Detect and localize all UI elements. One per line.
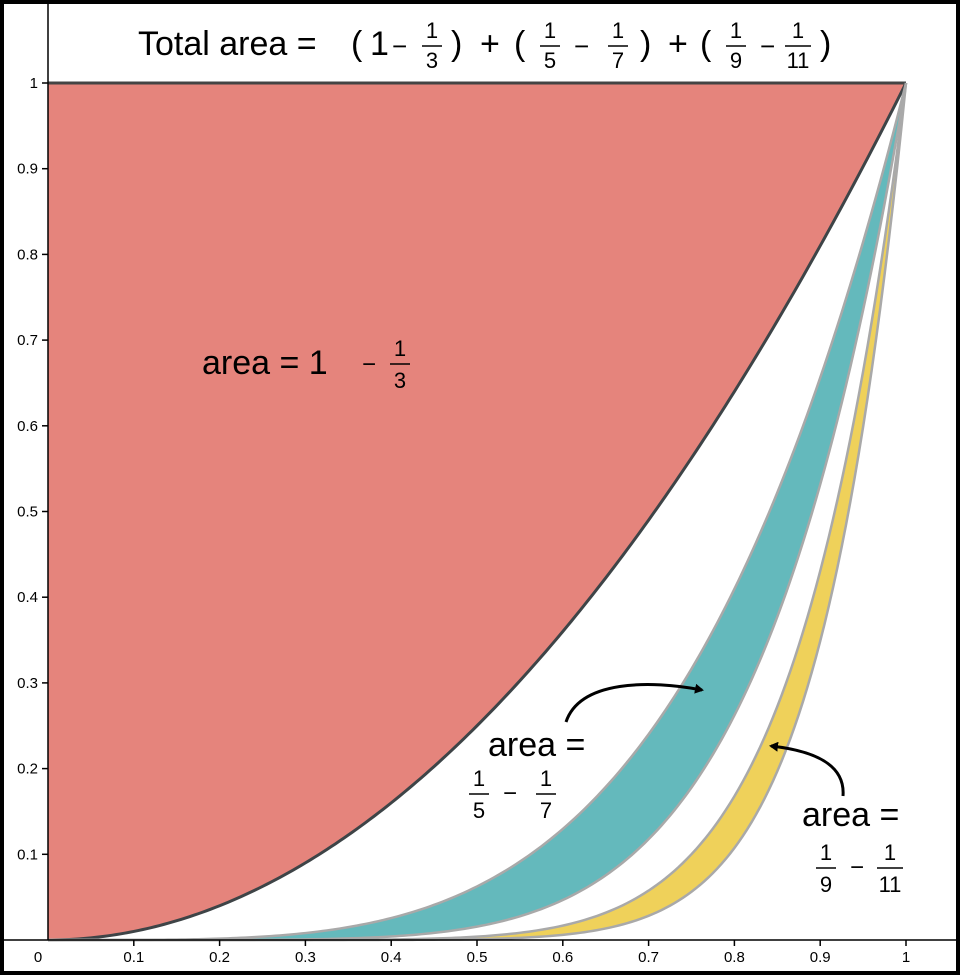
y-ticks: 0.1 0.2 0.3 0.4 0.5 0.6 0.7 0.8 0.9 1 bbox=[17, 75, 48, 863]
y-tick-label: 0.9 bbox=[17, 161, 38, 178]
x-tick-label: 0.4 bbox=[381, 949, 402, 966]
title-open-paren: ( bbox=[514, 25, 526, 63]
red-area-minus: − bbox=[362, 351, 376, 378]
x-tick-label: 0.9 bbox=[810, 949, 831, 966]
yellow-area-numerator: 1 bbox=[884, 840, 896, 865]
x-tick-label: 0.2 bbox=[209, 949, 230, 966]
title-fraction-numerator: 1 bbox=[792, 18, 804, 43]
yellow-area-numerator: 1 bbox=[820, 840, 832, 865]
y-tick-label: 0.6 bbox=[17, 418, 38, 435]
y-tick-label: 0.2 bbox=[17, 761, 38, 778]
region-2 bbox=[48, 83, 906, 940]
chart-title: Total area = ( 1 − 1 3 ) + ( 1 5 − 1 7 )… bbox=[138, 18, 831, 73]
y-tick-label: 0.3 bbox=[17, 675, 38, 692]
origin-label: 0 bbox=[34, 949, 42, 966]
title-open-paren: ( bbox=[700, 25, 712, 63]
regions bbox=[48, 81, 906, 940]
y-tick-label: 1 bbox=[30, 75, 38, 92]
title-plus: + bbox=[480, 25, 500, 63]
x-tick-label: 0.5 bbox=[467, 949, 488, 966]
title-open-paren: ( bbox=[351, 25, 363, 63]
title-fraction-numerator: 1 bbox=[730, 18, 742, 43]
y-tick-label: 0.4 bbox=[17, 589, 38, 606]
title-minus: − bbox=[392, 31, 407, 61]
red-area-denominator: 3 bbox=[394, 368, 406, 393]
teal-area-annotation: area = 1 5 − 1 7 bbox=[469, 726, 585, 823]
yellow-area-denominator: 11 bbox=[879, 872, 902, 897]
teal-area-numerator: 1 bbox=[540, 766, 552, 791]
title-close-paren: ) bbox=[451, 25, 462, 63]
region-1 bbox=[48, 83, 906, 940]
yellow-area-prefix: area = bbox=[802, 796, 899, 834]
x-ticks: 0.1 0.2 0.3 0.4 0.5 0.6 0.7 0.8 0.9 1 bbox=[123, 940, 910, 966]
teal-area-minus: − bbox=[503, 780, 517, 807]
teal-annotation-arrow bbox=[564, 683, 704, 723]
x-tick-label: 0.7 bbox=[638, 949, 659, 966]
red-area-numerator: 1 bbox=[394, 336, 406, 361]
title-fraction-denominator: 3 bbox=[426, 48, 438, 73]
x-tick-label: 0.3 bbox=[295, 949, 316, 966]
red-area-prefix: area = 1 bbox=[202, 344, 328, 382]
y-tick-label: 0.7 bbox=[17, 332, 38, 349]
teal-area-prefix: area = bbox=[488, 726, 585, 764]
title-fraction-denominator: 11 bbox=[787, 48, 810, 73]
x-tick-label: 1 bbox=[902, 949, 910, 966]
y-tick-label: 0.1 bbox=[17, 846, 38, 863]
y-tick-label: 0.8 bbox=[17, 246, 38, 263]
curve-x-pow-2 bbox=[47, 82, 908, 942]
title-plus: + bbox=[668, 25, 688, 63]
teal-area-denominator: 5 bbox=[473, 798, 485, 823]
yellow-area-annotation: area = 1 9 − 1 11 bbox=[802, 796, 903, 897]
teal-area-denominator: 7 bbox=[540, 798, 552, 823]
title-minus: − bbox=[760, 31, 775, 61]
title-close-paren: ) bbox=[820, 25, 831, 63]
title-fraction-numerator: 1 bbox=[426, 18, 438, 43]
red-area-annotation: area = 1 − 1 3 bbox=[202, 336, 410, 393]
teal-area-numerator: 1 bbox=[473, 766, 485, 791]
title-fraction-numerator: 1 bbox=[612, 18, 624, 43]
yellow-annotation-arrow bbox=[769, 741, 845, 797]
title-prefix: Total area = bbox=[138, 25, 317, 63]
yellow-area-denominator: 9 bbox=[820, 872, 832, 897]
y-tick-label: 0.5 bbox=[17, 504, 38, 521]
title-minus: − bbox=[574, 31, 589, 61]
title-fraction-denominator: 5 bbox=[544, 48, 556, 73]
title-fraction-denominator: 9 bbox=[730, 48, 742, 73]
title-close-paren: ) bbox=[640, 25, 651, 63]
x-tick-label: 0.6 bbox=[552, 949, 573, 966]
title-whole: 1 bbox=[370, 25, 389, 63]
title-fraction-numerator: 1 bbox=[544, 18, 556, 43]
yellow-area-minus: − bbox=[850, 854, 864, 881]
x-tick-label: 0.8 bbox=[724, 949, 745, 966]
x-tick-label: 0.1 bbox=[123, 949, 144, 966]
title-fraction-denominator: 7 bbox=[612, 48, 624, 73]
